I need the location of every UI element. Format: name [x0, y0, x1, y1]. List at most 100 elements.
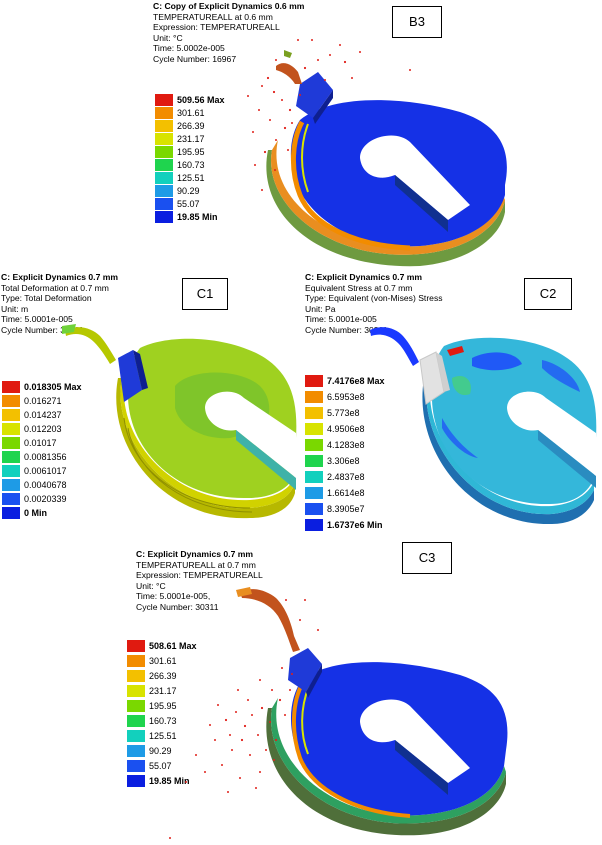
c2-legend-swatch-8 — [305, 503, 323, 515]
c3-legend-swatch-9 — [127, 775, 145, 787]
b3-legend-swatch-6 — [155, 172, 173, 184]
b3-line-2: Expression: TEMPERATUREALL — [153, 22, 280, 33]
c1-legend-label-1: 0.016271 — [24, 396, 62, 406]
b3-legend-swatch-1 — [155, 107, 173, 119]
c3-legend-swatch-6 — [127, 730, 145, 742]
c2-legend-swatch-7 — [305, 487, 323, 499]
b3-legend-swatch-8 — [155, 198, 173, 210]
c2-legend-swatch-1 — [305, 391, 323, 403]
c3-title: C: Explicit Dynamics 0.7 mm — [136, 549, 254, 559]
c2-blue-patch-1 — [472, 352, 522, 371]
c1-legend-label-2: 0.014237 — [24, 410, 62, 420]
c1-legend-label-3: 0.012203 — [24, 424, 62, 434]
c3-line-5: Cycle Number: 30311 — [136, 601, 219, 612]
c2-legend-swatch-0 — [305, 375, 323, 387]
c2-line-1: Equivalent Stress at 0.7 mm — [305, 282, 413, 293]
c2-blue-patch-3 — [442, 418, 478, 458]
c1-legend-label-8: 0.0020339 — [24, 494, 67, 504]
c2-hot-spot — [447, 346, 464, 356]
b3-line-4: Time: 5.0002e-005 — [153, 43, 225, 54]
c3-legend-swatch-1 — [127, 655, 145, 667]
c1-chip — [65, 327, 116, 364]
c3-legend-label-6: 125.51 — [149, 731, 177, 741]
b3-particles — [247, 39, 411, 191]
c3-legend-swatch-7 — [127, 745, 145, 757]
b3-ring-lower — [266, 150, 505, 267]
c2-tool-side — [436, 352, 450, 392]
c3-legend-swatch-0 — [127, 640, 145, 652]
c1-tool — [118, 350, 142, 402]
c1-title: C: Explicit Dynamics 0.7 mm — [1, 272, 119, 282]
c1-ring-outer — [120, 373, 295, 509]
b3-hot-edge-inner — [301, 123, 309, 193]
b3-line-3: Unit: °C — [153, 32, 183, 43]
panel-c2: C: Explicit Dynamics 0.7 mm Equivalent S… — [302, 268, 602, 538]
c3-legend-swatch-3 — [127, 685, 145, 697]
c1-legend-swatch-1 — [2, 395, 20, 407]
c3-hot-edge — [291, 681, 411, 818]
c3-specimen — [169, 587, 508, 839]
c3-legend-label-3: 231.17 — [149, 686, 177, 696]
c1-legend-swatch-2 — [2, 409, 20, 421]
c1-line-3: Unit: m — [1, 303, 29, 314]
c3-legend-label-8: 55.07 — [149, 761, 172, 771]
c3-legend-label-7: 90.29 — [149, 746, 172, 756]
c3-legend-label-2: 266.39 — [149, 671, 177, 681]
c3-legend-label-5: 160.73 — [149, 716, 177, 726]
c2-slot-wall — [538, 430, 596, 488]
c2-green-patch — [452, 375, 471, 396]
c2-header: C: Explicit Dynamics 0.7 mm Equivalent S… — [305, 272, 443, 336]
c1-legend-swatch-3 — [2, 423, 20, 435]
b3-tag: B3 — [392, 6, 442, 38]
c1-line-1: Total Deformation at 0.7 mm — [1, 282, 109, 293]
c2-legend-label-6: 2.4837e8 — [327, 472, 365, 482]
b3-legend-label-2: 266.39 — [177, 121, 205, 131]
b3-tool-side — [313, 90, 333, 124]
b3-tool — [296, 72, 333, 118]
c2-legend-label-7: 1.6614e8 — [327, 488, 365, 498]
b3-legend-label-7: 90.29 — [177, 186, 200, 196]
c3-legend-label-9: 19.85 Min — [149, 776, 190, 786]
c2-legend-swatch-3 — [305, 423, 323, 435]
c1-legend-label-4: 0.01017 — [24, 438, 57, 448]
c3-legend-swatch-5 — [127, 715, 145, 727]
c3-slot-wall — [395, 740, 448, 795]
c2-specimen — [370, 327, 597, 525]
c3-legend-swatch-4 — [127, 700, 145, 712]
c2-ring-outer — [426, 372, 594, 515]
b3-line-1: TEMPERATUREALL at 0.6 mm — [153, 11, 273, 22]
c3-line-1: TEMPERATUREALL at 0.7 mm — [136, 559, 256, 570]
b3-legend-label-0: 509.56 Max — [177, 95, 225, 105]
c1-legend-label-5: 0.0081356 — [24, 452, 67, 462]
c1-ring-bands — [123, 417, 253, 513]
c2-line-3: Unit: Pa — [305, 303, 336, 314]
c1-tag: C1 — [182, 278, 228, 310]
b3-legend-label-8: 55.07 — [177, 199, 200, 209]
c2-title: C: Explicit Dynamics 0.7 mm — [305, 272, 423, 282]
c2-line-2: Type: Equivalent (von-Mises) Stress — [305, 293, 443, 304]
b3-legend-label-4: 195.95 — [177, 147, 205, 157]
c2-tag: C2 — [524, 278, 572, 310]
c3-legend-label-0: 508.61 Max — [149, 641, 197, 651]
b3-legend-swatch-0 — [155, 94, 173, 106]
b3-chip-top — [284, 50, 292, 58]
b3-legend-swatch-4 — [155, 146, 173, 158]
c1-legend-swatch-4 — [2, 437, 20, 449]
c3-slot — [360, 699, 470, 783]
c2-legend-swatch-4 — [305, 439, 323, 451]
c1-legend-label-9: 0 Min — [24, 508, 48, 518]
c2-legend-label-4: 4.1283e8 — [327, 440, 365, 450]
c3-line-2: Expression: TEMPERATUREALL — [136, 570, 263, 581]
b3-legend-swatch-7 — [155, 185, 173, 197]
b3-slot-wall — [395, 175, 448, 232]
b3-legend-swatch-9 — [155, 211, 173, 223]
c2-legend-label-3: 4.9506e8 — [327, 424, 365, 434]
c1-slot-wall — [236, 430, 296, 490]
b3-slot — [360, 135, 470, 220]
c1-line-5: Cycle Number: 30311 — [1, 324, 84, 335]
b3-title: C: Copy of Explicit Dynamics 0.6 mm — [153, 1, 305, 11]
b3-legend-label-5: 160.73 — [177, 160, 205, 170]
b3-legend-swatch-2 — [155, 120, 173, 132]
panel-b3: C: Copy of Explicit Dynamics 0.6 mm TEMP… — [0, 0, 602, 267]
c2-legend-label-0: 7.4176e8 Max — [327, 376, 385, 386]
